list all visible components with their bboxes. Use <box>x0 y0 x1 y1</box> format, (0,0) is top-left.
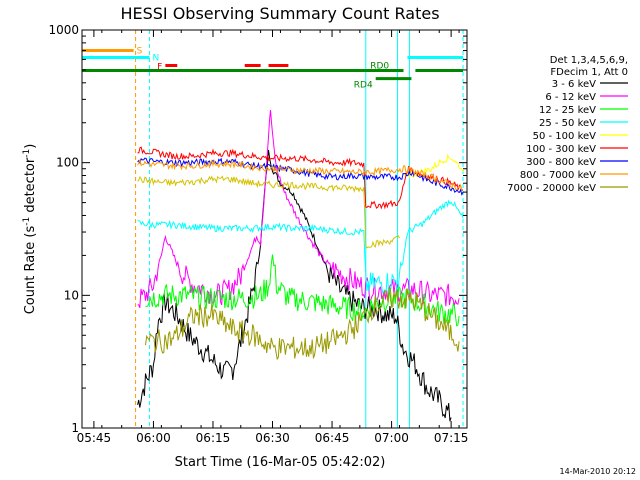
flag-label: RD4 <box>354 81 373 91</box>
y-tick-label: 1000 <box>48 23 79 37</box>
y-axis-label-part2: detector <box>23 157 38 217</box>
x-axis-label: Start Time (16-Mar-05 05:42:02) <box>175 455 386 470</box>
data-layer: SNF RD0 RD4 <box>82 30 464 428</box>
x-tick-label: 06:30 <box>255 431 290 445</box>
axes-layer: 05:45 06:00 06:15 06:30 06:45 07:00 07:15 1 10 10… <box>48 23 468 445</box>
legend-entry-label: 12 - 25 keV <box>539 105 596 116</box>
y-tick-label: 10 <box>64 288 79 302</box>
series-line <box>137 157 464 196</box>
y-axis-label: Count Rate (s-1 detector-1) <box>22 144 38 315</box>
series-line <box>137 149 452 422</box>
legend-entry-label: 100 - 300 keV <box>526 144 596 155</box>
y-tick-label: 1 <box>71 421 79 435</box>
legend-entry-label: 300 - 800 keV <box>526 157 596 168</box>
legend-header-line: Det 1,3,4,5,6,9, <box>550 55 628 66</box>
legend: Det 1,3,4,5,6,9,FDecim 1, Att 03 - 6 keV… <box>507 55 628 194</box>
flag-label: RD0 <box>370 62 389 72</box>
x-tick-label: 07:00 <box>374 431 409 445</box>
x-tick-label: 06:00 <box>136 431 171 445</box>
x-tick-label: 07:15 <box>434 431 469 445</box>
legend-header-line: FDecim 1, Att 0 <box>550 67 628 78</box>
x-tick-label: 05:45 <box>77 431 112 445</box>
legend-entry-label: 7000 - 20000 keV <box>507 183 596 194</box>
footer-date: 14-Mar-2010 20:12 <box>560 467 637 476</box>
series-line <box>137 110 460 308</box>
series-line <box>137 199 464 294</box>
flag-label: N <box>152 54 159 64</box>
series-line <box>137 158 464 191</box>
legend-entry-label: 25 - 50 keV <box>539 118 596 129</box>
legend-entry-label: 800 - 7000 keV <box>520 170 596 181</box>
flag-label: S <box>137 47 143 57</box>
y-axis-label-part3: ) <box>23 144 38 149</box>
flag-label: F <box>157 63 162 73</box>
chart-title: HESSI Observing Summary Count Rates <box>120 4 439 23</box>
series-line <box>137 175 400 249</box>
y-tick-label: 100 <box>56 156 79 170</box>
series-line <box>137 146 463 210</box>
legend-entry-label: 6 - 12 keV <box>545 92 596 103</box>
y-axis-label-sup2: -1 <box>22 149 32 158</box>
y-axis-label-sup1: -1 <box>22 217 32 226</box>
series-line <box>145 287 460 361</box>
legend-entry-label: 50 - 100 keV <box>533 131 597 142</box>
plot-frame <box>81 29 468 429</box>
series-line <box>145 254 460 327</box>
y-axis-label-part1: Count Rate (s <box>23 226 38 315</box>
legend-entry-label: 3 - 6 keV <box>552 79 596 90</box>
x-tick-label: 06:15 <box>196 431 231 445</box>
x-tick-label: 06:45 <box>315 431 350 445</box>
